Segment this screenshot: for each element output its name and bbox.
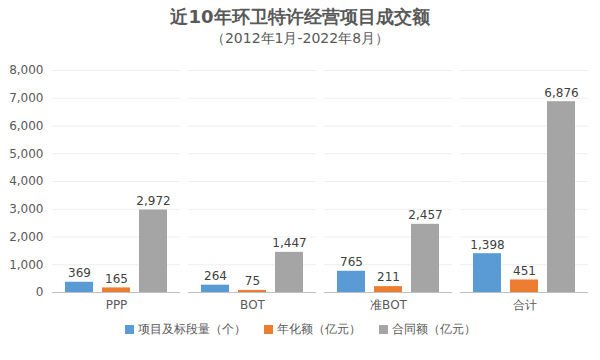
svg-text:6,876: 6,876 — [544, 86, 578, 100]
svg-text:1,000: 1,000 — [9, 258, 43, 272]
svg-text:0: 0 — [36, 285, 44, 299]
html-text:合同额（亿元）: 合同额（亿元） — [391, 322, 476, 336]
svg-text:765: 765 — [340, 255, 363, 269]
svg-text:5,000: 5,000 — [9, 147, 43, 161]
svg-text:2,972: 2,972 — [136, 194, 170, 208]
svg-text:准BOT: 准BOT — [370, 298, 407, 312]
svg-text:451: 451 — [513, 264, 536, 278]
svg-text:2,457: 2,457 — [408, 208, 442, 222]
svg-text:2,000: 2,000 — [9, 230, 43, 244]
svg-text:8,000: 8,000 — [9, 63, 43, 77]
svg-text:165: 165 — [105, 272, 128, 286]
svg-text:75: 75 — [245, 274, 260, 288]
svg-text:6,000: 6,000 — [9, 119, 43, 133]
html-text:（2012年1月-2022年8月）: （2012年1月-2022年8月） — [210, 30, 390, 46]
svg-text:369: 369 — [68, 266, 91, 280]
svg-text:BOT: BOT — [240, 298, 265, 312]
svg-text:264: 264 — [204, 269, 227, 283]
svg-text:合计: 合计 — [513, 298, 537, 312]
svg-text:4,000: 4,000 — [9, 174, 43, 188]
svg-text:3,000: 3,000 — [9, 202, 43, 216]
html-text:年化额（亿元）: 年化额（亿元） — [276, 322, 361, 336]
svg-text:7,000: 7,000 — [9, 91, 43, 105]
html-text:近10年环卫特许经营项目成交额: 近10年环卫特许经营项目成交额 — [170, 6, 430, 27]
svg-text:1,447: 1,447 — [272, 236, 306, 250]
svg-text:1,398: 1,398 — [470, 238, 504, 252]
html-text:项目及标段量（个）: 项目及标段量（个） — [137, 322, 246, 336]
svg-text:PPP: PPP — [106, 298, 128, 312]
svg-text:211: 211 — [377, 270, 400, 284]
